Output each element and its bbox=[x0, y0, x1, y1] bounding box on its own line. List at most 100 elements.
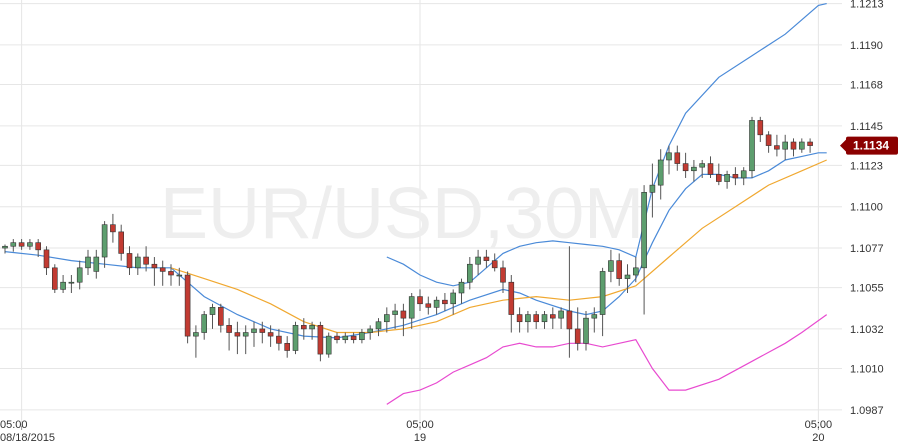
candle-body bbox=[359, 332, 365, 341]
candle bbox=[400, 303, 407, 337]
candle-body bbox=[599, 271, 606, 315]
candle-body bbox=[491, 260, 498, 269]
candle bbox=[458, 278, 465, 304]
candle bbox=[417, 289, 423, 311]
candle-body bbox=[740, 170, 747, 179]
chart-watermark: EUR/USD,30M bbox=[160, 174, 644, 254]
x-tick-date: 20 bbox=[812, 432, 824, 444]
candle bbox=[525, 310, 531, 333]
candle bbox=[375, 318, 382, 337]
candle bbox=[541, 310, 548, 329]
y-tick-label: 1.1190 bbox=[850, 40, 883, 52]
candle-body bbox=[300, 325, 307, 330]
candle bbox=[276, 328, 282, 351]
candle-body bbox=[408, 296, 415, 319]
candle-body bbox=[699, 163, 706, 168]
candle-body bbox=[184, 274, 191, 337]
candle-body bbox=[2, 245, 8, 249]
candle-body bbox=[508, 281, 515, 315]
candle bbox=[632, 257, 639, 283]
candle-body bbox=[159, 267, 166, 272]
candle bbox=[193, 325, 199, 358]
indicator-line bbox=[170, 159, 827, 334]
candle bbox=[616, 253, 623, 286]
candle bbox=[334, 332, 340, 344]
candle-body bbox=[798, 141, 805, 150]
candle bbox=[807, 138, 813, 153]
candle-body bbox=[325, 335, 332, 355]
candle bbox=[143, 246, 149, 272]
indicator-line bbox=[386, 314, 828, 405]
candle bbox=[624, 264, 631, 293]
candle-body bbox=[765, 134, 772, 146]
candle-body bbox=[433, 299, 440, 308]
candle bbox=[798, 138, 805, 153]
candle-body bbox=[707, 163, 714, 175]
candle-body bbox=[60, 281, 66, 290]
candle bbox=[707, 156, 714, 178]
candle bbox=[309, 321, 315, 340]
candle bbox=[76, 260, 83, 290]
candle-body bbox=[35, 242, 42, 251]
candle-body bbox=[151, 263, 158, 269]
candle bbox=[516, 307, 523, 333]
candle-body bbox=[417, 296, 423, 305]
candle bbox=[259, 321, 266, 344]
y-tick-label: 1.1032 bbox=[850, 324, 884, 336]
candle-body bbox=[43, 249, 50, 269]
candle-body bbox=[375, 321, 382, 330]
candle-body bbox=[251, 328, 257, 333]
current-price-tag: 1.1134 bbox=[840, 136, 898, 155]
candle bbox=[292, 321, 299, 355]
candle-body bbox=[51, 267, 58, 290]
candle-body bbox=[691, 166, 697, 172]
candle-body bbox=[591, 314, 598, 319]
candle-body bbox=[209, 307, 216, 315]
candle bbox=[242, 325, 249, 355]
candle-body bbox=[267, 332, 274, 337]
candle-body bbox=[749, 120, 755, 172]
candle bbox=[325, 332, 332, 358]
candle-body bbox=[400, 310, 407, 319]
candle bbox=[558, 307, 564, 329]
candle bbox=[93, 249, 100, 279]
candle bbox=[608, 249, 614, 283]
candle-body bbox=[732, 174, 739, 179]
y-tick-label: 1.1168 bbox=[850, 79, 883, 91]
candle-body bbox=[790, 141, 797, 150]
candle bbox=[583, 310, 589, 351]
candle bbox=[367, 325, 374, 340]
candle bbox=[126, 246, 133, 276]
candle-body bbox=[442, 299, 448, 305]
candle bbox=[209, 303, 216, 329]
candle-body bbox=[309, 325, 315, 330]
candle-body bbox=[93, 256, 100, 272]
candle-body bbox=[558, 310, 564, 319]
candle-body bbox=[383, 314, 390, 323]
x-tick-time: 05:00 bbox=[406, 419, 434, 431]
candle bbox=[43, 246, 50, 276]
candle bbox=[10, 239, 17, 252]
candle-body bbox=[110, 224, 116, 233]
candle-body bbox=[566, 310, 573, 330]
candle-body bbox=[284, 343, 291, 351]
candle-body bbox=[292, 325, 299, 351]
candle-body bbox=[458, 281, 465, 294]
candle-body bbox=[143, 256, 149, 265]
candle bbox=[234, 321, 241, 355]
candle bbox=[500, 260, 506, 293]
candle-body bbox=[85, 256, 91, 269]
candle bbox=[18, 239, 25, 250]
candle bbox=[508, 275, 515, 333]
x-tick-time: 05:00 bbox=[0, 419, 28, 431]
candle-body bbox=[774, 145, 780, 150]
candle-body bbox=[624, 274, 631, 279]
candle-body bbox=[549, 314, 556, 319]
candle bbox=[300, 318, 307, 340]
candle bbox=[118, 224, 124, 261]
candle-body bbox=[807, 141, 813, 146]
x-tick-date: 08/18/2015 bbox=[0, 432, 55, 444]
candle bbox=[649, 163, 656, 218]
candle bbox=[483, 249, 490, 268]
candle-body bbox=[533, 314, 540, 323]
